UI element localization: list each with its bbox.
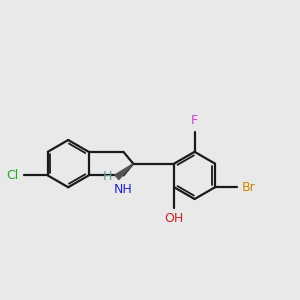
Polygon shape bbox=[115, 164, 133, 180]
Text: F: F bbox=[191, 114, 198, 127]
Text: OH: OH bbox=[164, 212, 184, 225]
Text: Cl: Cl bbox=[7, 169, 19, 182]
Text: H: H bbox=[103, 170, 112, 183]
Text: NH: NH bbox=[114, 182, 133, 196]
Text: Br: Br bbox=[242, 181, 256, 194]
